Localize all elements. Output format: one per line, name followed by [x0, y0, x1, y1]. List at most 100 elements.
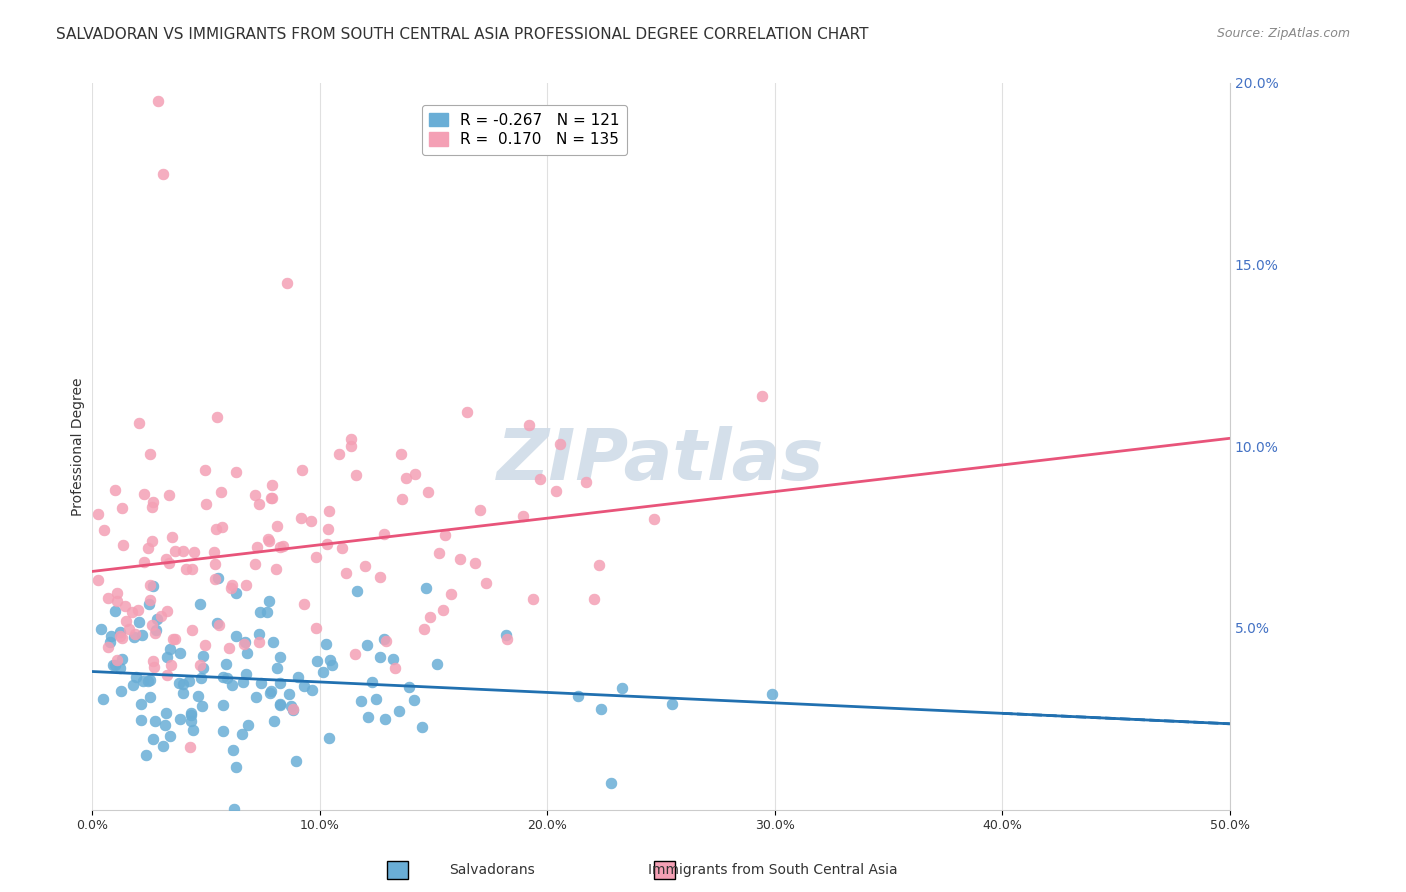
Point: [262, 491, 284, 506]
Point: [330, 541, 353, 555]
Point: [93, 523, 115, 537]
Point: [90, 623, 112, 637]
Point: [110, 683, 132, 698]
Point: [139, 593, 162, 607]
Point: [156, 667, 179, 681]
Point: [169, 646, 191, 660]
Point: [582, 591, 605, 606]
Point: [292, 679, 315, 693]
Point: [143, 714, 166, 729]
Point: [222, 802, 245, 816]
Point: [432, 603, 454, 617]
Point: [122, 630, 145, 644]
Point: [155, 552, 177, 566]
Point: [235, 666, 257, 681]
Point: [375, 634, 398, 648]
Point: [761, 687, 783, 701]
Point: [529, 472, 551, 486]
Point: [97, 640, 120, 654]
Point: [280, 699, 302, 714]
Point: [292, 597, 315, 611]
Point: [135, 747, 157, 762]
Point: [212, 723, 235, 738]
Point: [276, 276, 298, 290]
Point: [105, 594, 128, 608]
Point: [373, 632, 395, 646]
Point: [149, 609, 172, 624]
Point: [350, 694, 373, 708]
Point: [366, 692, 388, 706]
Point: [169, 712, 191, 726]
Point: [321, 657, 343, 672]
Point: [142, 654, 165, 668]
Point: [263, 714, 285, 728]
Point: [235, 578, 257, 592]
Point: [132, 486, 155, 500]
Point: [211, 520, 233, 534]
Point: [138, 673, 160, 688]
Point: [266, 661, 288, 675]
Point: [139, 577, 162, 591]
Point: [155, 650, 177, 665]
Point: [643, 512, 665, 526]
Point: [299, 514, 322, 528]
Point: [107, 586, 129, 600]
Point: [179, 673, 201, 688]
Point: [404, 467, 426, 482]
Point: [449, 552, 471, 566]
Point: [205, 522, 228, 536]
Point: [136, 541, 159, 556]
Point: [142, 494, 165, 508]
Text: SALVADORAN VS IMMIGRANTS FROM SOUTH CENTRAL ASIA PROFESSIONAL DEGREE CORRELATION: SALVADORAN VS IMMIGRANTS FROM SOUTH CENT…: [56, 27, 869, 42]
Y-axis label: Professional Degree: Professional Degree: [72, 377, 86, 516]
Point: [194, 463, 217, 477]
Point: [426, 657, 449, 671]
Point: [212, 670, 235, 684]
Point: [575, 475, 598, 490]
Point: [548, 437, 571, 451]
Point: [546, 484, 568, 499]
Point: [315, 537, 337, 551]
Point: [290, 510, 312, 524]
Point: [269, 698, 291, 712]
Point: [456, 405, 478, 419]
Point: [87, 574, 110, 588]
Point: [115, 614, 138, 628]
Point: [221, 578, 243, 592]
Text: Source: ZipAtlas.com: Source: ZipAtlas.com: [1216, 27, 1350, 40]
Point: [232, 675, 254, 690]
Point: [661, 698, 683, 712]
Point: [129, 697, 152, 711]
Point: [373, 527, 395, 541]
Point: [181, 562, 204, 576]
Point: [110, 500, 132, 515]
Point: [142, 731, 165, 746]
Point: [231, 727, 253, 741]
Point: [225, 465, 247, 479]
Point: [162, 632, 184, 646]
Point: [354, 559, 377, 574]
Point: [208, 618, 231, 632]
Point: [307, 654, 329, 668]
Point: [221, 678, 243, 692]
Point: [179, 740, 201, 755]
Point: [522, 592, 544, 607]
Point: [139, 673, 162, 688]
Point: [260, 684, 283, 698]
Point: [218, 641, 240, 656]
Point: [104, 657, 127, 672]
Point: [156, 603, 179, 617]
Point: [146, 612, 169, 626]
Point: [346, 584, 368, 599]
Point: [105, 653, 128, 667]
Point: [219, 581, 242, 595]
Point: [207, 571, 229, 585]
Point: [233, 635, 256, 649]
Point: [159, 642, 181, 657]
Point: [475, 576, 498, 591]
Point: [262, 634, 284, 648]
Point: [141, 618, 163, 632]
Point: [139, 690, 162, 705]
Point: [368, 569, 391, 583]
Point: [139, 447, 162, 461]
